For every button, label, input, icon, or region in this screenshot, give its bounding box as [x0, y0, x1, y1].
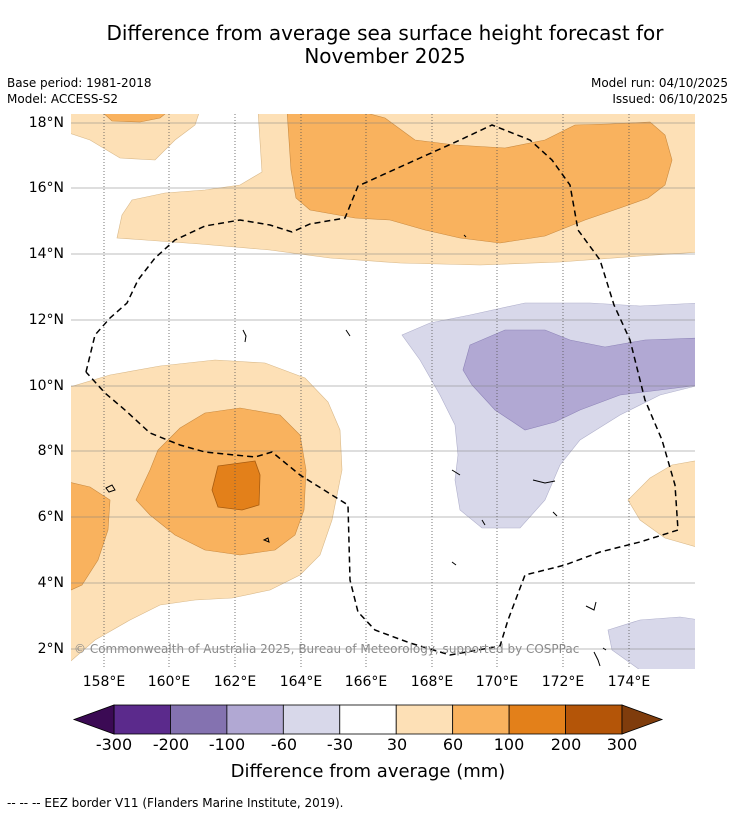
island-9: [451, 469, 461, 476]
meta-left: Base period: 1981-2018 Model: ACCESS-S2: [7, 75, 152, 107]
lat-label-16n: 16°N: [28, 180, 64, 196]
eez-legend-footer: -- -- -- EEZ border V11 (Flanders Marine…: [7, 796, 344, 810]
colorbar-tick-9: 300: [606, 735, 638, 754]
lon-label-162e: 162°E: [213, 674, 257, 690]
title-line-1: Difference from average sea surface heig…: [106, 21, 664, 45]
colorbar-tick-0: -300: [95, 735, 133, 754]
copyright-notice: © Commonwealth of Australia 2025, Bureau…: [74, 642, 580, 656]
lon-label-160e: 160°E: [147, 674, 191, 690]
island-12: [451, 561, 457, 566]
longitude-gridlines: [103, 114, 630, 669]
island-7: [593, 651, 601, 667]
lon-label-168e: 168°E: [410, 674, 454, 690]
lat-label-14n: 14°N: [28, 246, 64, 262]
islands: [105, 234, 607, 667]
colorbar: [72, 704, 664, 735]
contour-orange-north: [286, 114, 673, 244]
lon-label-174e: 174°E: [607, 674, 651, 690]
issued-date: Issued: 06/10/2025: [612, 92, 728, 106]
lat-label-4n: 4°N: [37, 575, 64, 591]
meta-right: Model run: 04/10/2025 Issued: 06/10/2025: [591, 75, 728, 107]
base-period: Base period: 1981-2018: [7, 76, 152, 90]
colorbar-segment-4: [339, 704, 397, 735]
colorbar-segment-8: [565, 704, 623, 735]
island-13: [463, 234, 467, 238]
lat-label-2n: 2°N: [37, 641, 64, 657]
colorbar-under-arrow: [72, 704, 115, 735]
colorbar-segment-0: [113, 704, 171, 735]
colorbar-tick-2: -100: [208, 735, 246, 754]
title-line-2: November 2025: [304, 44, 466, 68]
island-4: [345, 329, 351, 337]
lat-label-12n: 12°N: [28, 312, 64, 328]
colorbar-segment-6: [452, 704, 510, 735]
island-5: [532, 479, 556, 484]
colorbar-tick-1: -200: [152, 735, 190, 754]
lon-label-166e: 166°E: [344, 674, 388, 690]
lon-label-158e: 158°E: [82, 674, 126, 690]
contour-light-purple-southeast: [607, 616, 695, 669]
colorbar-tick-6: 60: [442, 735, 464, 754]
contour-dark-orange-core: [211, 460, 261, 511]
colorbar-tick-3: -60: [270, 735, 298, 754]
model-name: Model: ACCESS-S2: [7, 92, 119, 106]
map-title: Difference from average sea surface heig…: [40, 22, 730, 68]
colorbar-tick-4: -30: [326, 735, 354, 754]
contour-light-orange-north: [71, 114, 199, 161]
colorbar-segment-7: [508, 704, 566, 735]
model-run: Model run: 04/10/2025: [590, 76, 728, 90]
colorbar-tick-5: 30: [386, 735, 408, 754]
contour-purple-core: [462, 329, 695, 431]
island-2: [262, 537, 270, 543]
lat-label-8n: 8°N: [37, 443, 64, 459]
lon-label-164e: 164°E: [279, 674, 323, 690]
island-1: [105, 484, 116, 493]
lat-label-10n: 10°N: [28, 378, 64, 394]
lat-label-18n: 18°N: [28, 115, 64, 131]
colorbar-segment-1: [170, 704, 228, 735]
colorbar-over-arrow: [621, 704, 664, 735]
lon-label-172e: 172°E: [541, 674, 585, 690]
island-10: [481, 519, 486, 526]
colorbar-segment-2: [226, 704, 284, 735]
colorbar-tick-8: 200: [550, 735, 582, 754]
colorbar-tick-7: 100: [493, 735, 525, 754]
island-8: [602, 647, 607, 651]
contour-orange-north-small: [103, 114, 166, 123]
colorbar-label: Difference from average (mm): [230, 761, 506, 782]
lat-label-6n: 6°N: [37, 509, 64, 525]
lon-label-170e: 170°E: [475, 674, 519, 690]
contour-orange-west-edge: [71, 482, 111, 591]
map-area: [71, 114, 695, 669]
colorbar-segment-5: [395, 704, 454, 735]
island-3: [242, 329, 247, 343]
island-6: [585, 601, 597, 611]
latitude-gridlines: [71, 122, 695, 650]
eez-border: [85, 124, 679, 656]
island-11: [552, 511, 558, 517]
colorbar-segment-3: [282, 704, 341, 735]
